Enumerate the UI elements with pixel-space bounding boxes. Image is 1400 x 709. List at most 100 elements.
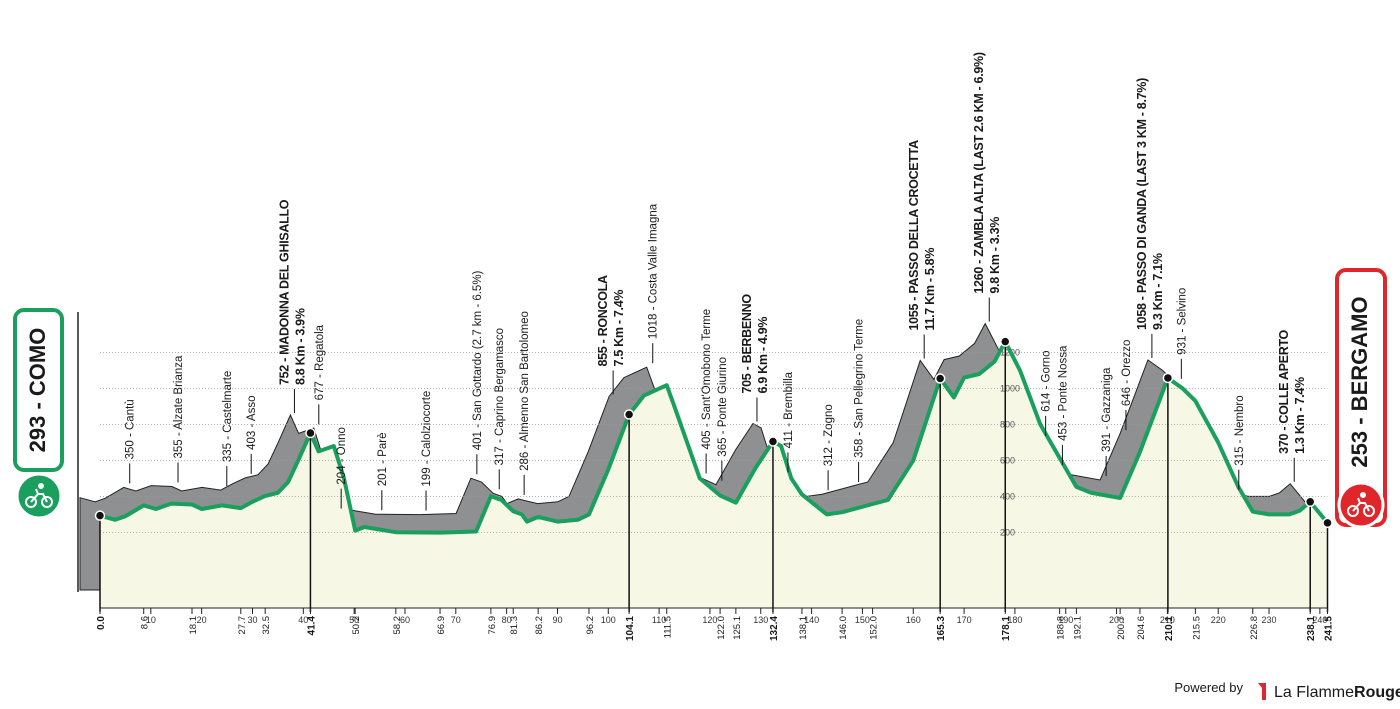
waypoint-label: 405 - Sant'Omobono Terme [701,309,713,450]
km-label: 188.8 [1056,616,1067,640]
cyclist-icon [1347,492,1375,517]
km-label: 241.5 [1324,616,1335,641]
km-label: 81.3 [509,616,520,635]
x-tick-label: 40 [298,615,308,625]
x-tick-label: 190 [1058,615,1073,625]
waypoint-label: 646 - Orezzo [1121,340,1133,406]
km-label: 76.9 [487,616,498,635]
waypoint-label: 312 - Zogno [823,404,835,466]
x-tick-label: 60 [400,615,410,625]
start-icon [15,472,63,520]
waypoint-label: 355 - Alzate Brianza [173,355,185,459]
climb-detail: 6.9 Km - 4.9% [756,317,770,394]
x-tick-label: 70 [451,615,461,625]
x-tick-label: 150 [855,615,870,625]
km-label: 18.1 [188,616,199,635]
km-label: 50.2 [351,616,362,635]
waypoint-label: 677 - Regatola [314,324,326,400]
climb-label: 752 - MADONNA DEL GHISALLO [277,199,291,385]
x-tick-label: 50 [349,615,359,625]
km-label: 0.0 [96,616,107,630]
km-label: 238.1 [1306,616,1317,641]
km-label: 32.5 [261,616,272,635]
km-label: 104.1 [625,616,636,641]
km-label: 8.6 [140,616,151,629]
climb-label: 1058 - PASSO DI GANDA (LAST 3 KM - 8.7%) [1135,78,1149,330]
km-label: 215.5 [1191,616,1202,640]
y-tick-label: 200 [1000,527,1015,537]
profile-area [100,341,1328,608]
waypoint-label: 391 - Gazzaniga [1101,367,1113,452]
waypoint-label: 1018 - Costa Valle Imagna [648,203,660,339]
brand-name: La FlammeRouge [1274,684,1400,701]
start-badge [13,308,64,472]
waypoint-label: 403 - Asso [246,396,258,450]
waypoint-label: 317 - Caprino Bergamasco [494,328,506,465]
summit-dot [767,436,779,447]
y-tick-label: 600 [1000,455,1015,465]
x-tick-label: 20 [197,615,207,625]
climb-detail: 1.3 Km - 7.4% [1293,377,1307,454]
x-tick-label: 220 [1211,615,1226,625]
summit-dot [305,427,316,439]
x-tick-label: 180 [1007,615,1022,625]
climb-detail: 11.7 Km - 5.8% [923,248,937,331]
km-label: 66.9 [436,616,447,635]
finish-icon [1337,481,1385,529]
x-tick-label: 80 [502,615,512,625]
summit-dot [934,373,946,384]
profile-line [99,339,1330,535]
climb-label: 1260 - ZAMBLA ALTA (LAST 2.6 KM - 6.9%) [972,52,986,293]
waypoint-label: 365 - Ponte Giurino [717,357,729,457]
climb-detail: 8.8 Km - 3.9% [293,308,307,385]
km-label: 58.2 [392,616,403,635]
waypoint-label: 614 - Gorno [1041,351,1053,412]
brand-part: La Flamme [1274,684,1354,701]
waypoint-label: 453 - Ponte Nossa [1057,345,1069,441]
climb-detail: 7.5 Km - 7.4% [612,290,626,367]
x-tick-label: 140 [804,615,819,625]
x-tick-label: 30 [247,615,257,625]
x-tick-label: 130 [753,615,768,625]
x-tick-label: 240 [1312,615,1327,625]
start-label: 293 - COMO [25,328,50,453]
waypoint-label: 931 - Selvino [1176,288,1188,355]
x-tick-label: 120 [702,615,717,625]
summit-dot [623,409,635,420]
x-tick-label: 160 [906,615,921,625]
summit-dot [999,336,1011,347]
km-label: 41.4 [306,616,317,636]
km-label: 226.8 [1249,616,1260,640]
waypoint-label: 401 - San Gottardo (2.7 km - 6.5%) [472,270,484,450]
km-label: 132.4 [769,616,780,641]
waypoint-label: 286 - Almenno San Bartolomeo [519,311,531,471]
waypoint-label: 411 - Brembilla [783,371,795,448]
x-tick-label: 10 [146,615,156,625]
waypoint-label: 335 - Castelmarte [222,371,234,462]
climb-label: 855 - RONCOLA [596,275,610,367]
brand-logo [1258,683,1266,700]
x-tick-label: 230 [1262,615,1277,625]
powered-by: Powered by [1174,680,1243,695]
km-label: 204.6 [1136,616,1147,640]
km-label: 178.1 [1001,616,1012,641]
climb-detail: 9.3 Km - 7.1% [1151,253,1165,330]
y-tick-label: 400 [1000,491,1015,501]
km-label: 125.1 [732,616,743,640]
km-label: 27.7 [237,616,248,635]
waypoint-label: 199 - Calolziocorte [421,391,433,487]
summit-dot [1162,372,1174,384]
x-tick-label: 200 [1109,615,1124,625]
climb-detail: 9.8 Km - 3.3% [988,217,1002,294]
finish-label: 253 - BERGAMO [1347,296,1372,467]
km-label: 111.5 [663,616,674,638]
km-label: 86.2 [534,616,545,635]
km-label: 200.7 [1116,616,1127,640]
km-label: 192.1 [1072,616,1083,640]
km-label: 122.0 [716,616,727,640]
waypoint-label: 315 - Nembro [1234,395,1246,465]
climb-label: 1055 - PASSO DELLA CROCETTA [907,140,921,331]
km-label: 165.3 [936,616,947,641]
x-tick-label: 110 [652,615,666,625]
